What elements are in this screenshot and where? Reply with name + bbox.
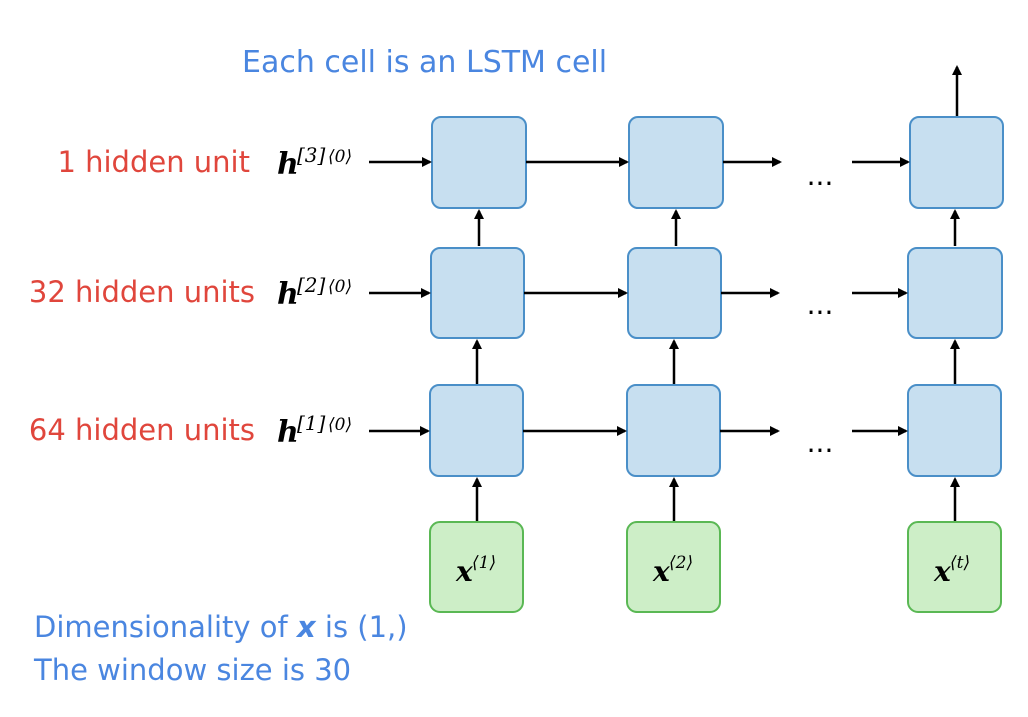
h2-initial-label: h [2] ⟨0⟩: [277, 273, 352, 312]
input-sup-tt: ⟨t⟩: [950, 553, 970, 573]
input-base-tt: x: [933, 555, 951, 588]
h3-base: h: [277, 147, 299, 182]
input-box-tt: [907, 521, 1002, 613]
input-base-t1: x: [455, 555, 473, 588]
h2-base: h: [277, 277, 299, 312]
lstm-cell-l3-t1: [431, 116, 527, 209]
ellipsis-layer2: ...: [807, 288, 834, 321]
input-box-t2: [626, 521, 721, 613]
lstm-cell-l1-t2: [626, 384, 721, 477]
note-dim-suffix: is (1,): [316, 610, 408, 644]
h3-time-sup: ⟨0⟩: [328, 147, 352, 167]
lstm-cell-l1-t1: [429, 384, 524, 477]
lstm-cell-l2-t1: [430, 247, 525, 339]
h1-time-sup: ⟨0⟩: [328, 415, 352, 435]
h2-layer-sup: [2]: [297, 273, 326, 297]
h2-time-sup: ⟨0⟩: [328, 277, 352, 297]
lstm-cell-l2-tt: [907, 247, 1003, 339]
note-dim-var: x: [295, 610, 317, 644]
layer3-units-label: 1 hidden unit: [57, 145, 250, 179]
note-dimensionality: Dimensionality of x is (1,): [34, 610, 408, 644]
input-sup-t2: ⟨2⟩: [669, 553, 693, 573]
input-label-t1: x ⟨1⟩: [455, 553, 496, 588]
input-sup-t1: ⟨1⟩: [472, 553, 496, 573]
ellipsis-layer1: ...: [807, 426, 834, 459]
diagram-title: Each cell is an LSTM cell: [242, 45, 607, 80]
input-box-t1: [429, 521, 524, 613]
ellipsis-layer3: ...: [807, 159, 834, 192]
lstm-cell-l1-tt: [907, 384, 1002, 477]
h3-layer-sup: [3]: [297, 143, 326, 167]
input-label-tt: x ⟨t⟩: [933, 553, 970, 588]
h1-base: h: [277, 415, 299, 450]
input-label-t2: x ⟨2⟩: [652, 553, 693, 588]
lstm-cell-l3-t2: [628, 116, 724, 209]
note-dim-prefix: Dimensionality of: [34, 610, 297, 644]
h1-layer-sup: [1]: [297, 411, 326, 435]
layer1-units-label: 64 hidden units: [29, 413, 255, 447]
h3-initial-label: h [3] ⟨0⟩: [277, 143, 352, 182]
layer2-units-label: 32 hidden units: [29, 275, 255, 309]
lstm-cell-l2-t2: [627, 247, 722, 339]
h1-initial-label: h [1] ⟨0⟩: [277, 411, 352, 450]
input-base-t2: x: [652, 555, 670, 588]
lstm-cell-l3-tt: [909, 116, 1004, 209]
note-window-size: The window size is 30: [33, 653, 351, 687]
